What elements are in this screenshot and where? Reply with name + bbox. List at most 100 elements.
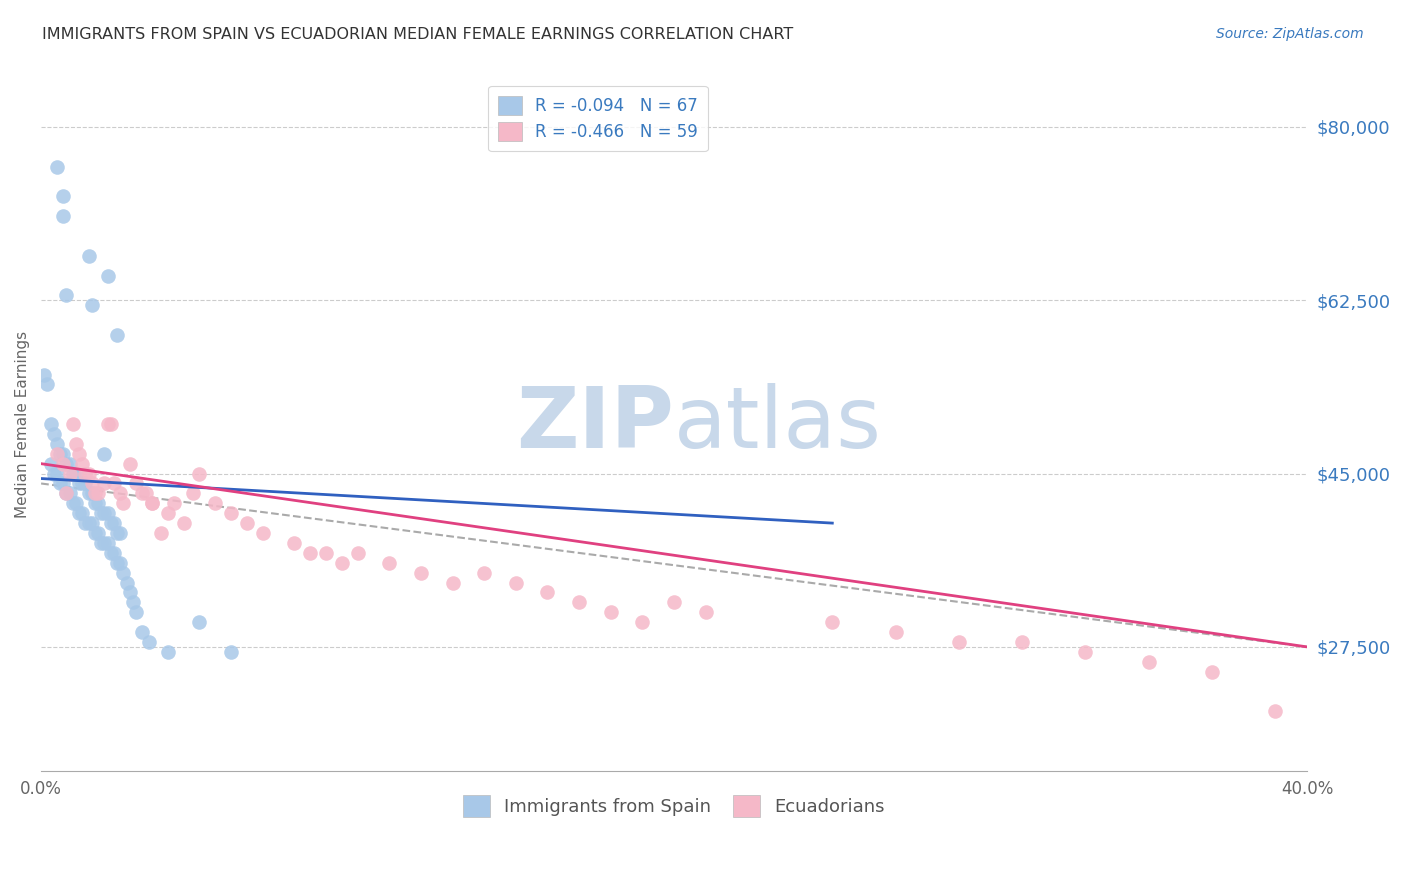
Point bbox=[93, 476, 115, 491]
Point bbox=[131, 486, 153, 500]
Point bbox=[103, 516, 125, 530]
Point bbox=[45, 447, 67, 461]
Point bbox=[55, 288, 77, 302]
Point bbox=[90, 536, 112, 550]
Point bbox=[90, 506, 112, 520]
Point bbox=[45, 437, 67, 451]
Point bbox=[441, 575, 464, 590]
Point bbox=[100, 516, 122, 530]
Point bbox=[77, 467, 100, 481]
Point bbox=[67, 447, 90, 461]
Point bbox=[84, 496, 107, 510]
Point bbox=[39, 457, 62, 471]
Point bbox=[67, 506, 90, 520]
Point bbox=[118, 585, 141, 599]
Point bbox=[181, 486, 204, 500]
Point bbox=[662, 595, 685, 609]
Point bbox=[93, 506, 115, 520]
Point bbox=[141, 496, 163, 510]
Point bbox=[42, 427, 65, 442]
Point bbox=[93, 447, 115, 461]
Point bbox=[599, 605, 621, 619]
Point bbox=[1264, 704, 1286, 718]
Point bbox=[42, 467, 65, 481]
Point bbox=[97, 506, 120, 520]
Point bbox=[1137, 655, 1160, 669]
Point bbox=[112, 496, 135, 510]
Point bbox=[821, 615, 844, 629]
Point bbox=[75, 516, 97, 530]
Point bbox=[125, 476, 148, 491]
Point bbox=[67, 476, 90, 491]
Point bbox=[80, 476, 103, 491]
Point bbox=[80, 298, 103, 312]
Point bbox=[1201, 665, 1223, 679]
Text: ZIP: ZIP bbox=[516, 383, 673, 466]
Point bbox=[884, 625, 907, 640]
Point bbox=[87, 486, 110, 500]
Point bbox=[1011, 635, 1033, 649]
Point bbox=[65, 437, 87, 451]
Point bbox=[100, 546, 122, 560]
Point bbox=[110, 526, 132, 541]
Point bbox=[122, 595, 145, 609]
Point bbox=[93, 536, 115, 550]
Point bbox=[52, 476, 75, 491]
Point bbox=[55, 457, 77, 471]
Point bbox=[65, 467, 87, 481]
Point bbox=[39, 417, 62, 431]
Point bbox=[103, 476, 125, 491]
Point bbox=[163, 496, 186, 510]
Point bbox=[299, 546, 322, 560]
Point bbox=[568, 595, 591, 609]
Point bbox=[52, 447, 75, 461]
Point bbox=[105, 556, 128, 570]
Text: IMMIGRANTS FROM SPAIN VS ECUADORIAN MEDIAN FEMALE EARNINGS CORRELATION CHART: IMMIGRANTS FROM SPAIN VS ECUADORIAN MEDI… bbox=[42, 27, 793, 42]
Point bbox=[236, 516, 259, 530]
Point bbox=[131, 625, 153, 640]
Point bbox=[77, 516, 100, 530]
Point bbox=[378, 556, 401, 570]
Point bbox=[252, 526, 274, 541]
Point bbox=[472, 566, 495, 580]
Point bbox=[173, 516, 195, 530]
Point bbox=[219, 645, 242, 659]
Point bbox=[150, 526, 173, 541]
Point bbox=[87, 526, 110, 541]
Point bbox=[112, 566, 135, 580]
Point bbox=[49, 447, 72, 461]
Point bbox=[75, 467, 97, 481]
Point bbox=[100, 417, 122, 431]
Point bbox=[219, 506, 242, 520]
Point bbox=[37, 377, 59, 392]
Point bbox=[52, 209, 75, 223]
Legend: Immigrants from Spain, Ecuadorians: Immigrants from Spain, Ecuadorians bbox=[456, 788, 893, 824]
Point bbox=[77, 249, 100, 263]
Point bbox=[1074, 645, 1097, 659]
Point bbox=[45, 160, 67, 174]
Point bbox=[97, 417, 120, 431]
Text: Source: ZipAtlas.com: Source: ZipAtlas.com bbox=[1216, 27, 1364, 41]
Point bbox=[77, 486, 100, 500]
Point bbox=[115, 575, 138, 590]
Point bbox=[52, 189, 75, 203]
Point bbox=[105, 526, 128, 541]
Point bbox=[72, 476, 94, 491]
Point bbox=[346, 546, 368, 560]
Point bbox=[204, 496, 226, 510]
Point bbox=[188, 467, 211, 481]
Point bbox=[45, 467, 67, 481]
Point bbox=[103, 546, 125, 560]
Point bbox=[62, 496, 84, 510]
Point bbox=[72, 506, 94, 520]
Point bbox=[695, 605, 717, 619]
Point bbox=[110, 556, 132, 570]
Point bbox=[118, 457, 141, 471]
Point bbox=[58, 486, 80, 500]
Point bbox=[110, 486, 132, 500]
Point bbox=[75, 476, 97, 491]
Point bbox=[330, 556, 353, 570]
Point bbox=[55, 486, 77, 500]
Point bbox=[156, 645, 179, 659]
Point bbox=[97, 536, 120, 550]
